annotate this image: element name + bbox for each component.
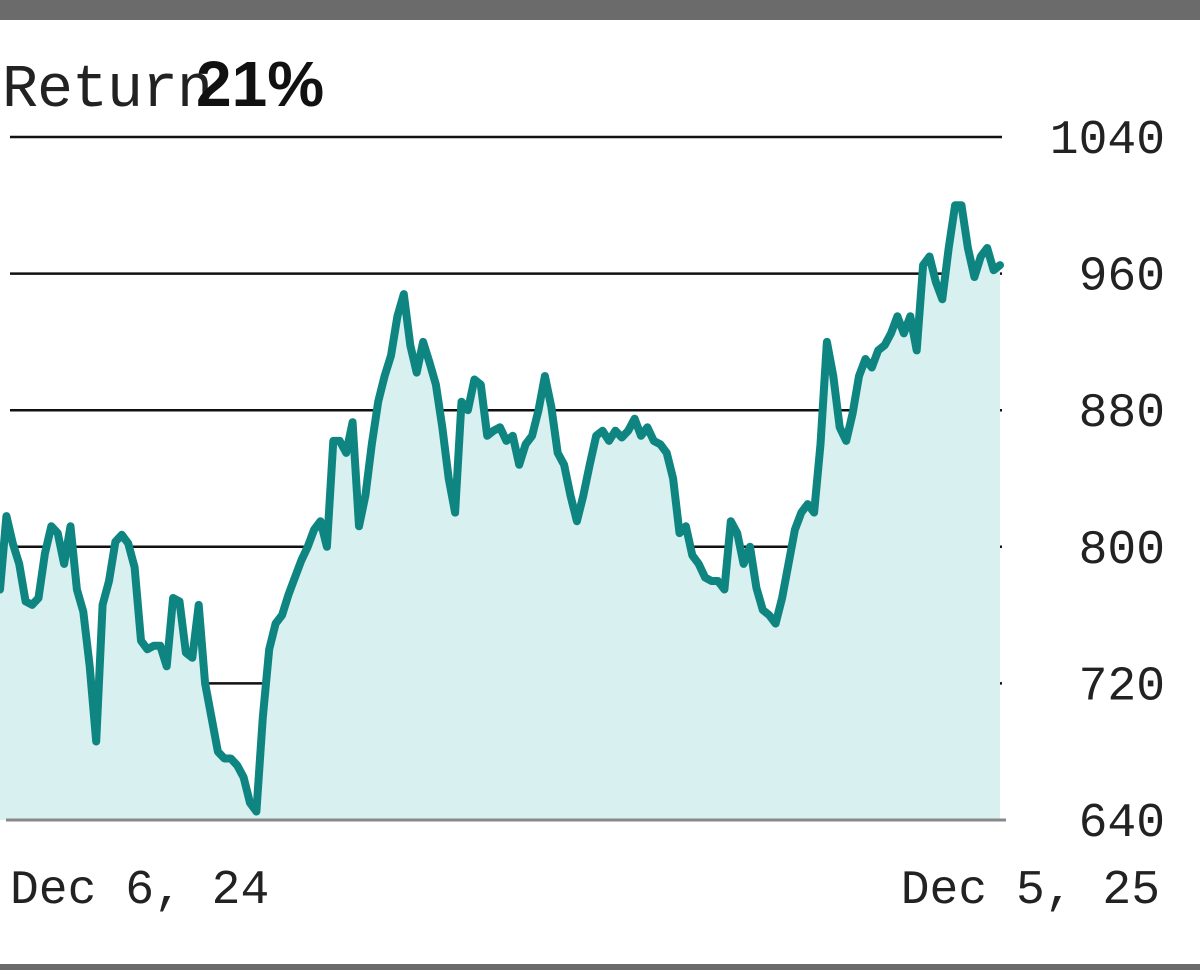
y-tick-label-640: 640 — [1079, 797, 1165, 851]
x-axis-start-label: Dec 6, 24 — [10, 864, 269, 918]
bottom-border — [0, 964, 1200, 970]
series-line — [0, 201, 1004, 816]
return-value: 21% — [196, 48, 325, 120]
chart-title: Return21% — [2, 52, 324, 121]
y-tick-label-1040: 1040 — [1050, 114, 1165, 168]
y-tick-label-800: 800 — [1079, 524, 1165, 578]
y-tick-label-960: 960 — [1079, 251, 1165, 305]
y-axis-ticks: 640 720 800 880 960 1040 — [1050, 114, 1165, 851]
series-area — [0, 205, 1000, 821]
x-axis-end-label: Dec 5, 25 — [901, 864, 1160, 918]
top-border — [0, 0, 1200, 20]
y-tick-label-720: 720 — [1079, 660, 1165, 714]
title-label: Return — [2, 57, 213, 125]
y-tick-label-880: 880 — [1079, 387, 1165, 441]
